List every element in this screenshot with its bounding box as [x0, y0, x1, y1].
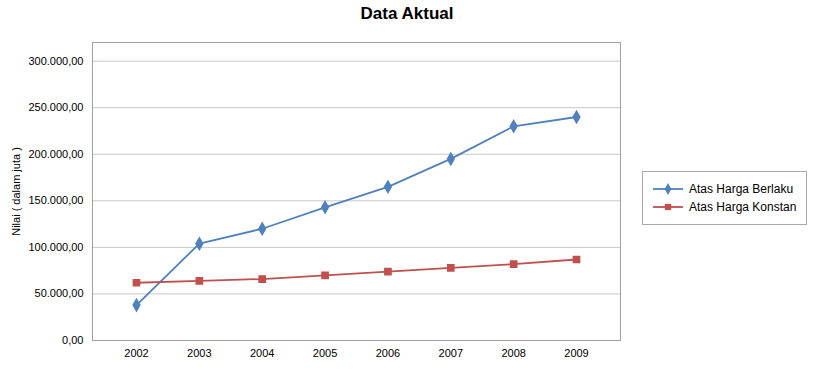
svg-text:2003: 2003: [187, 347, 211, 359]
svg-text:2004: 2004: [250, 347, 274, 359]
svg-text:150.000,00: 150.000,00: [28, 194, 83, 206]
svg-text:2002: 2002: [124, 347, 148, 359]
svg-text:200.000,00: 200.000,00: [28, 148, 83, 160]
svg-text:2006: 2006: [376, 347, 400, 359]
svg-text:2009: 2009: [564, 347, 588, 359]
svg-text:2007: 2007: [439, 347, 463, 359]
svg-text:100.000,00: 100.000,00: [28, 241, 83, 253]
svg-text:2008: 2008: [501, 347, 525, 359]
svg-text:2005: 2005: [313, 347, 337, 359]
html-text:Atas Harga Konstan: Atas Harga Konstan: [689, 200, 797, 214]
svg-text:Nilai ( dalam juta ): Nilai ( dalam juta ): [10, 147, 22, 236]
svg-text:0,00: 0,00: [62, 334, 83, 346]
svg-text:50.000,00: 50.000,00: [35, 287, 84, 299]
svg-text:250.000,00: 250.000,00: [28, 101, 83, 113]
svg-text:300.000,00: 300.000,00: [28, 55, 83, 67]
html-text:Atas Harga Berlaku: Atas Harga Berlaku: [689, 182, 794, 196]
html-text:Data Aktual: Data Aktual: [360, 4, 454, 23]
